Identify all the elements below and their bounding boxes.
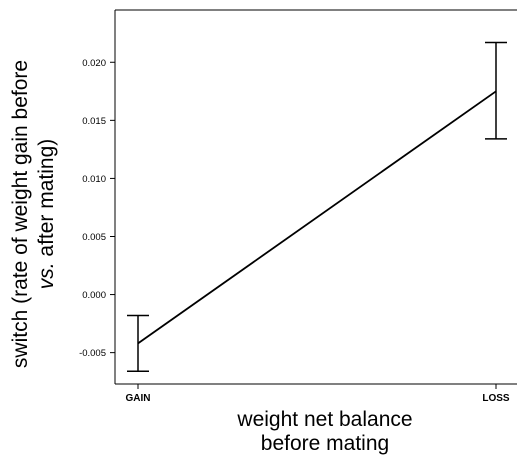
x-tick-label: GAIN	[126, 393, 151, 404]
series-layer	[137, 90, 497, 345]
y-axis-title: switch (rate of weight gain before vs. af…	[9, 60, 58, 368]
y-axis-title-part: after mating)	[35, 139, 58, 263]
plot-frame	[114, 9, 517, 385]
y-tick-label: 0.020	[82, 58, 106, 69]
x-axis-ticks: GAIN LOSS	[126, 384, 510, 404]
y-axis-ticks: -0.005 0.000 0.005 0.010 0.015 0.020	[79, 58, 115, 359]
y-axis-title-line-1: switch (rate of weight gain before	[9, 60, 32, 368]
y-axis-title-italic-part: vs.	[35, 262, 58, 289]
y-tick-label: -0.005	[79, 348, 106, 359]
y-tick-label: 0.010	[82, 174, 106, 185]
error-bars	[127, 41, 507, 372]
x-axis-title-line-2: before mating	[261, 432, 389, 455]
x-tick-label: LOSS	[482, 393, 510, 404]
y-tick-label: 0.005	[82, 232, 106, 243]
y-axis-title-part: switch (rate of weight gain before	[9, 60, 32, 368]
y-axis-title-line-2: vs. after mating)	[35, 139, 58, 290]
y-tick-label: 0.015	[82, 116, 106, 127]
series-line	[137, 90, 497, 345]
y-tick-label: 0.000	[82, 290, 106, 301]
x-axis-title-line-1: weight net balance	[236, 408, 412, 431]
